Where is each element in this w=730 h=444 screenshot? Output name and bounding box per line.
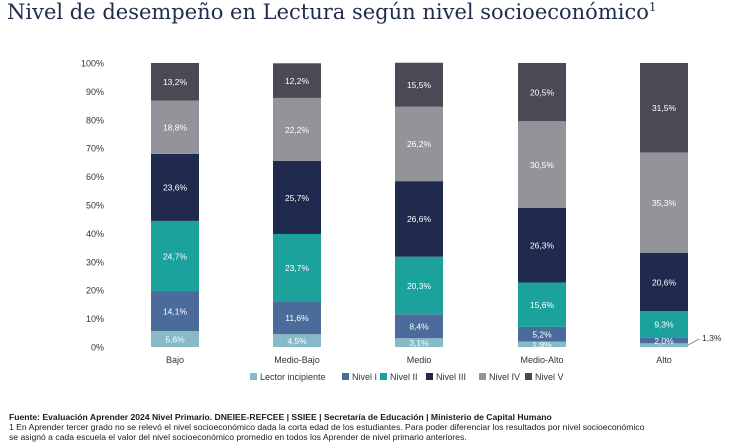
- bar-segment: [395, 256, 443, 315]
- data-label: 9,3%: [654, 320, 674, 330]
- legend-label: Nivel II: [390, 372, 418, 382]
- legend-swatch: [342, 373, 349, 380]
- callout-label: 1,3%: [702, 333, 722, 343]
- legend-swatch: [426, 373, 433, 380]
- footnote-line-2: se asignó a cada escuela el valor del ni…: [9, 432, 467, 442]
- bar-segment: [273, 160, 321, 234]
- data-label: 26,2%: [407, 139, 432, 149]
- y-tick-label: 10%: [86, 314, 104, 324]
- title-footnote-mark: 1: [648, 0, 657, 14]
- x-tick-label: Medio-Bajo: [274, 355, 320, 365]
- data-label: 13,2%: [163, 77, 188, 87]
- bar-segment: [151, 63, 199, 101]
- data-label: 20,5%: [530, 87, 555, 97]
- legend-swatch: [525, 373, 532, 380]
- data-label: 1,9%: [532, 340, 552, 350]
- data-label: 23,7%: [285, 263, 310, 273]
- legend-label: Nivel I: [352, 372, 377, 382]
- data-label: 30,5%: [530, 160, 555, 170]
- bar-segment: [518, 121, 566, 208]
- y-tick-label: 70%: [86, 144, 104, 154]
- chart-footer: Fuente: Evaluación Aprender 2024 Nivel P…: [9, 412, 644, 442]
- data-label: 8,4%: [409, 322, 429, 332]
- bar-segment: [395, 106, 443, 182]
- footnote-line-1: 1 En Aprender tercer grado no se relevó …: [9, 422, 645, 432]
- bar-segment: [640, 252, 688, 312]
- x-tick-label: Medio: [407, 355, 432, 365]
- bar-segment: [273, 233, 321, 302]
- source-note: Fuente: Evaluación Aprender 2024 Nivel P…: [9, 412, 552, 422]
- data-label: 31,5%: [652, 103, 677, 113]
- bar-segment: [151, 220, 199, 292]
- legend-label: Nivel V: [535, 372, 564, 382]
- data-label: 26,6%: [407, 214, 432, 224]
- legend-label: Lector incipiente: [260, 372, 326, 382]
- bar-segment: [151, 100, 199, 154]
- bar-segment: [640, 63, 688, 153]
- bar-segment: [640, 337, 688, 344]
- bar-segment: [518, 63, 566, 122]
- y-tick-label: 90%: [86, 87, 104, 97]
- data-label: 4,5%: [287, 336, 307, 346]
- y-tick-label: 60%: [86, 172, 104, 182]
- bar-segment: [395, 314, 443, 339]
- legend-swatch: [250, 373, 257, 380]
- legend-swatch: [479, 373, 486, 380]
- legend-swatch: [380, 373, 387, 380]
- y-tick-label: 20%: [86, 286, 104, 296]
- data-label: 2,0%: [654, 336, 674, 346]
- y-tick-label: 40%: [86, 229, 104, 239]
- bar-segment: [518, 207, 566, 283]
- legend-label: Nivel IV: [489, 372, 520, 382]
- chart-title-text: Nivel de desempeño en Lectura según nive…: [7, 0, 649, 24]
- data-label: 24,7%: [163, 251, 188, 261]
- bar-segment: [518, 326, 566, 342]
- callout-line: [687, 338, 700, 346]
- bar-segment: [640, 343, 688, 347]
- data-label: 20,6%: [652, 277, 677, 287]
- data-label: 23,6%: [163, 183, 188, 193]
- y-tick-label: 50%: [86, 201, 104, 211]
- data-label: 14,1%: [163, 306, 188, 316]
- data-label: 25,7%: [285, 193, 310, 203]
- bar-segment: [273, 334, 321, 347]
- y-tick-label: 80%: [86, 115, 104, 125]
- bar-segment: [273, 301, 321, 335]
- bar-segment: [518, 341, 566, 347]
- bar-segment: [151, 153, 199, 221]
- data-label: 15,5%: [407, 80, 432, 90]
- data-label: 5,6%: [165, 334, 185, 344]
- x-tick-label: Bajo: [166, 355, 184, 365]
- y-tick-label: 30%: [86, 257, 104, 267]
- data-label: 20,3%: [407, 281, 432, 291]
- bar-segment: [273, 97, 321, 161]
- data-label: 15,6%: [530, 300, 555, 310]
- y-tick-label: 0%: [91, 343, 104, 353]
- y-tick-label: 100%: [81, 59, 104, 69]
- bar-segment: [151, 291, 199, 332]
- bar-segment: [395, 62, 443, 107]
- data-label: 22,2%: [285, 125, 310, 135]
- bar-segment: [640, 311, 688, 338]
- x-tick-label: Medio-Alto: [520, 355, 563, 365]
- bar-segment: [518, 282, 566, 327]
- stacked-bar-chart: 0% 10% 20% 30% 40% 50% 60% 70% 80% 90% 100% 5,6% 14,…: [81, 59, 722, 383]
- data-label: 12,2%: [285, 76, 310, 86]
- bar-segment: [395, 181, 443, 257]
- data-label: 35,3%: [652, 198, 677, 208]
- bar-segment: [151, 331, 199, 347]
- data-label: 18,8%: [163, 122, 188, 132]
- bar-segment: [273, 63, 321, 98]
- bar-segment: [395, 338, 443, 347]
- data-label: 26,3%: [530, 240, 555, 250]
- chart-title: Nivel de desempeño en Lectura según nive…: [7, 0, 657, 24]
- data-label: 5,2%: [532, 330, 552, 340]
- legend-label: Nivel III: [436, 372, 466, 382]
- data-label: 3,1%: [409, 338, 429, 348]
- x-tick-label: Alto: [656, 355, 672, 365]
- bar-segment: [640, 152, 688, 253]
- data-label: 11,6%: [285, 313, 309, 323]
